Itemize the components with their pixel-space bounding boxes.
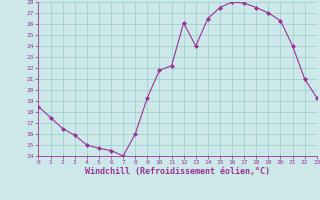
X-axis label: Windchill (Refroidissement éolien,°C): Windchill (Refroidissement éolien,°C) [85, 167, 270, 176]
